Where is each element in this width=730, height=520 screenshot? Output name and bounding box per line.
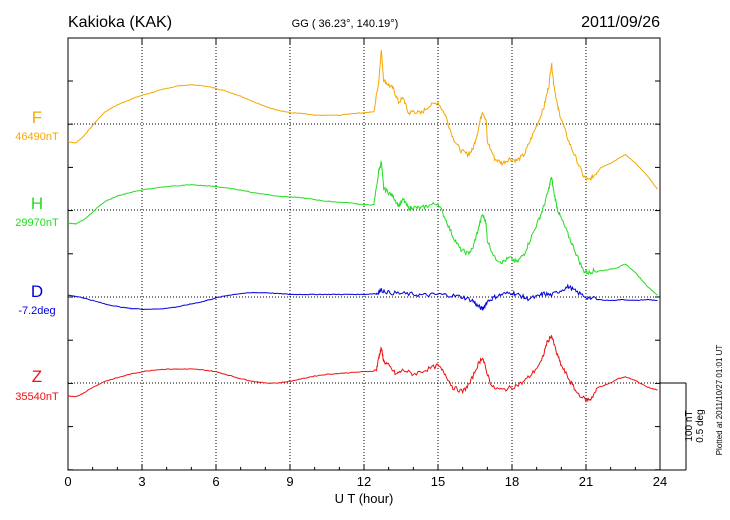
x-axis-ticks: 0 3 6 9 12 15 18 21 24 <box>64 38 667 489</box>
label-F: F <box>32 108 42 127</box>
plotted-note: Plotted at 2011/10/27 01:01 UT <box>715 345 724 456</box>
baseline-F: 46490nT <box>15 131 59 143</box>
x-tick-label: 6 <box>212 474 219 489</box>
label-Z: Z <box>32 367 42 386</box>
baseline-H: 29970nT <box>15 217 59 229</box>
x-axis-title: U T (hour) <box>335 491 394 506</box>
x-tick-label: 3 <box>138 474 145 489</box>
station-title: Kakioka (KAK) <box>68 14 172 31</box>
baseline-D: -7.2deg <box>18 305 55 317</box>
series-line-D <box>67 283 658 311</box>
scale-label-deg: 0.5 deg <box>695 409 706 442</box>
scale-bar: 100 nT 0.5 deg <box>660 382 706 471</box>
label-H: H <box>31 194 43 213</box>
gridlines <box>68 38 660 470</box>
x-tick-label: 12 <box>357 474 371 489</box>
x-tick-label: 18 <box>505 474 519 489</box>
series-line-Z <box>67 335 658 403</box>
series-line-F <box>67 50 658 190</box>
label-D: D <box>31 282 43 301</box>
x-tick-label: 21 <box>579 474 593 489</box>
x-tick-label: 24 <box>653 474 667 489</box>
baseline-Z: 35540nT <box>15 391 59 403</box>
scale-label-nt: 100 nT <box>684 410 695 441</box>
x-tick-label: 0 <box>64 474 71 489</box>
coordinates-label: GG ( 36.23°, 140.19°) <box>292 18 399 30</box>
series-lines <box>67 50 658 403</box>
date-label: 2011/09/26 <box>581 14 660 31</box>
series-line-H <box>67 160 658 296</box>
x-tick-label: 15 <box>431 474 445 489</box>
x-tick-label: 9 <box>286 474 293 489</box>
